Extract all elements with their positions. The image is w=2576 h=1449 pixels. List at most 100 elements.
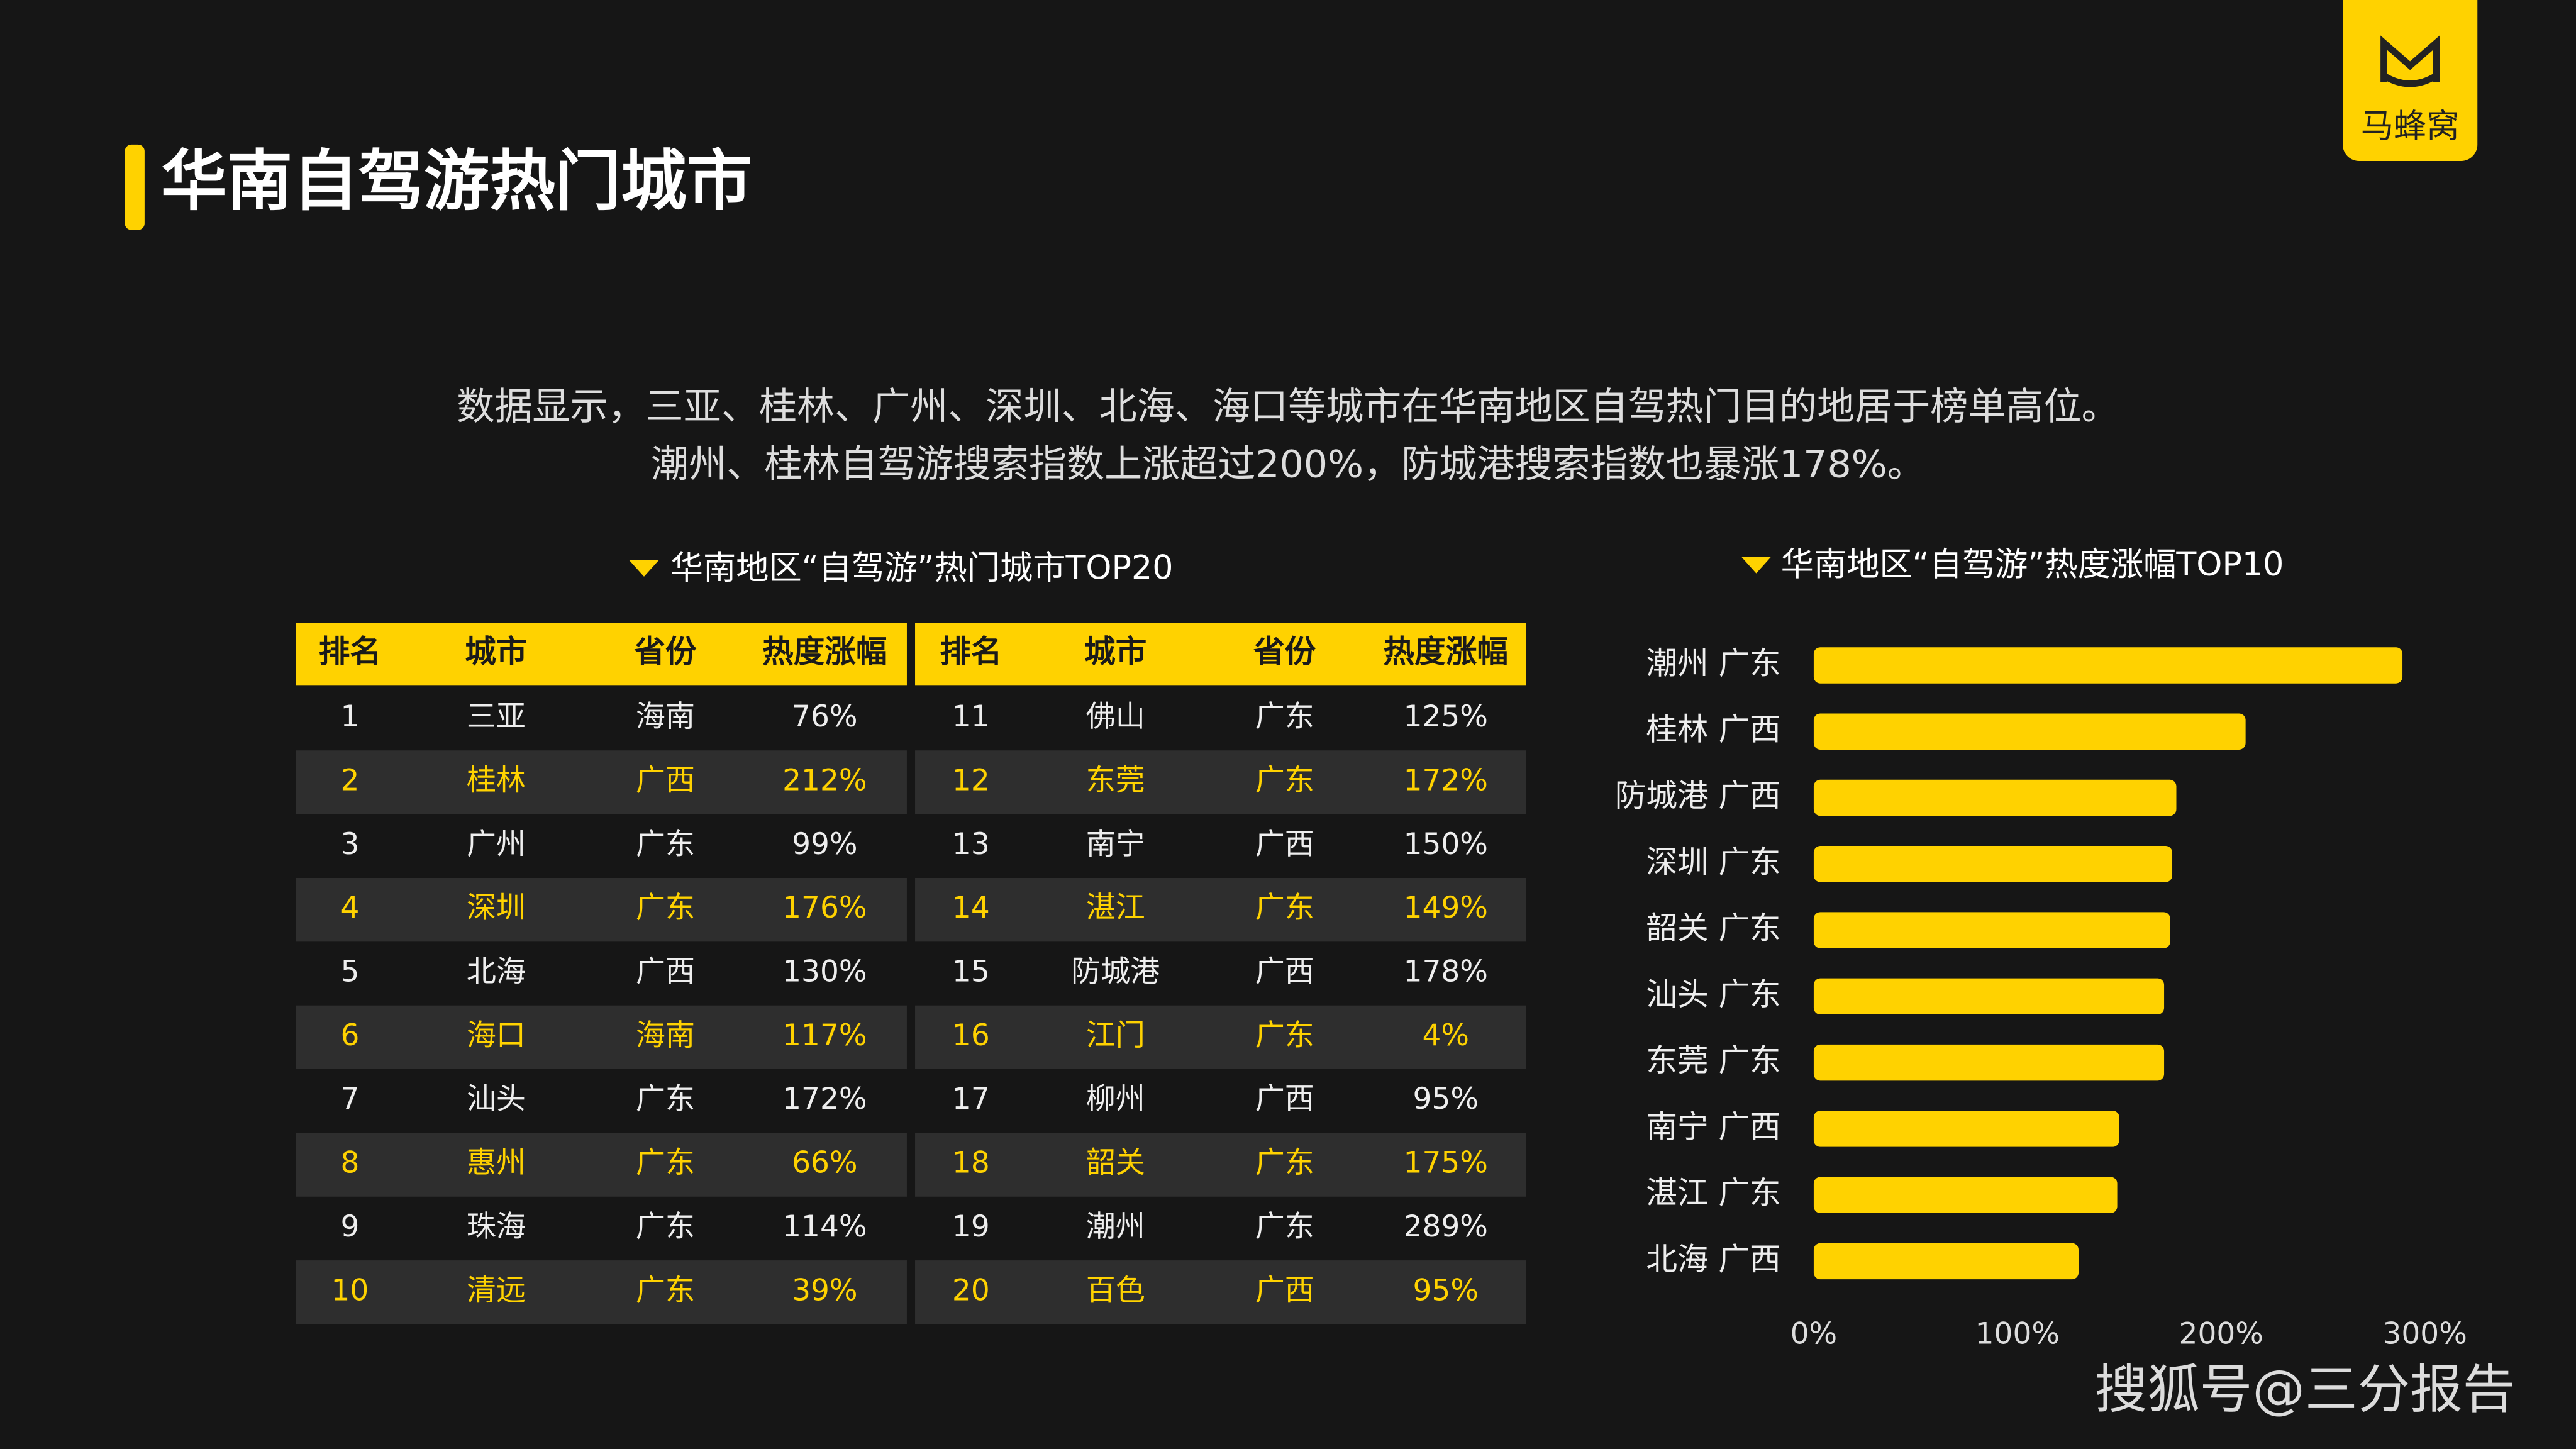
table-cell: 11 xyxy=(952,699,990,734)
table-cell: 172% xyxy=(1404,763,1488,797)
table-cell: 广西 xyxy=(1255,1273,1314,1307)
table-row-bg xyxy=(915,1133,1526,1197)
y-tick-label: 防城港 广西 xyxy=(1615,777,1781,814)
table-cell: 39% xyxy=(792,1273,858,1307)
table-header: 省份 xyxy=(1253,633,1316,670)
table-header: 热度涨幅 xyxy=(1384,633,1509,670)
table-cell: 海口 xyxy=(467,1018,526,1053)
table-header: 城市 xyxy=(1084,633,1146,670)
x-tick-label: 0% xyxy=(1790,1316,1838,1351)
table-cell: 广东 xyxy=(1255,891,1314,925)
table-header-bg xyxy=(296,623,907,686)
bar xyxy=(1813,647,2403,684)
x-tick-label: 200% xyxy=(2179,1316,2263,1351)
table-header: 热度涨幅 xyxy=(762,633,887,670)
table-cell: 289% xyxy=(1404,1209,1488,1244)
table-cell: 广西 xyxy=(1255,827,1314,862)
table-cell: 韶关 xyxy=(1086,1146,1145,1180)
x-tick-label: 100% xyxy=(1975,1316,2060,1351)
table-header: 省份 xyxy=(634,633,697,670)
table-cell: 17 xyxy=(952,1082,990,1116)
table-cell: 5 xyxy=(340,955,359,989)
table-cell: 176% xyxy=(782,891,867,925)
table-cell: 江门 xyxy=(1086,1018,1145,1053)
table-cell: 95% xyxy=(1413,1273,1479,1307)
chart-title: 华南地区“自驾游”热度涨幅TOP10 xyxy=(1781,546,2284,584)
table-cell: 广西 xyxy=(1255,1082,1314,1116)
table-cell: 湛江 xyxy=(1086,891,1145,925)
table-cell: 广东 xyxy=(1255,1209,1314,1244)
table-cell: 百色 xyxy=(1086,1273,1145,1307)
title-marker xyxy=(629,560,659,577)
table-cell: 潮州 xyxy=(1086,1209,1145,1244)
table-cell: 6 xyxy=(340,1018,359,1053)
table-cell: 4 xyxy=(340,891,359,925)
x-tick-label: 300% xyxy=(2382,1316,2467,1351)
table-cell: 深圳 xyxy=(467,891,526,925)
table-cell: 海南 xyxy=(636,699,695,734)
table-cell: 172% xyxy=(782,1082,867,1116)
table-cell: 汕头 xyxy=(467,1082,526,1116)
table-cell: 13 xyxy=(952,827,990,862)
table-cell: 广东 xyxy=(1255,1018,1314,1053)
table-cell: 66% xyxy=(792,1146,858,1180)
table-header-bg xyxy=(915,623,1526,686)
table-cell: 三亚 xyxy=(467,699,526,734)
table-cell: 19 xyxy=(952,1209,990,1244)
bar xyxy=(1813,1044,2165,1081)
table-cell: 广东 xyxy=(636,1209,695,1244)
description: 数据显示，三亚、桂林、广州、深圳、北海、海口等城市在华南地区自驾热门目的地居于榜… xyxy=(457,385,2119,429)
table-cell: 广东 xyxy=(636,1146,695,1180)
bar xyxy=(1813,846,2173,882)
description: 潮州、桂林自驾游搜索指数上涨超过200%，防城港搜索指数也暴涨178%。 xyxy=(651,442,1925,486)
table-cell: 18 xyxy=(952,1146,990,1180)
table-cell: 4% xyxy=(1422,1018,1469,1053)
table-cell: 3 xyxy=(340,827,359,862)
y-tick-label: 东莞 广东 xyxy=(1646,1042,1780,1079)
table-cell: 桂林 xyxy=(467,763,526,797)
table-cell: 114% xyxy=(782,1209,867,1244)
table-cell: 广东 xyxy=(636,1273,695,1307)
table-cell: 99% xyxy=(792,827,858,862)
table-header: 排名 xyxy=(940,633,1002,670)
table-cell: 95% xyxy=(1413,1082,1479,1116)
table-cell: 广西 xyxy=(636,955,695,989)
title-accent xyxy=(125,144,145,230)
y-tick-label: 北海 广西 xyxy=(1646,1241,1780,1277)
table-row-bg xyxy=(296,1005,907,1070)
table-cell: 惠州 xyxy=(467,1146,526,1180)
table-cell: 防城港 xyxy=(1071,955,1160,989)
table-row-bg xyxy=(915,1005,1526,1070)
table-cell: 14 xyxy=(952,891,990,925)
table-cell: 东莞 xyxy=(1086,763,1145,797)
table-title: 华南地区“自驾游”热门城市TOP20 xyxy=(670,549,1174,587)
table-cell: 130% xyxy=(782,955,867,989)
table-cell: 北海 xyxy=(467,955,526,989)
y-tick-label: 汕头 广东 xyxy=(1646,976,1780,1013)
table-cell: 广西 xyxy=(636,763,695,797)
table-cell: 178% xyxy=(1404,955,1488,989)
table-cell: 广西 xyxy=(1255,955,1314,989)
logo-icon xyxy=(2380,35,2440,87)
table-cell: 150% xyxy=(1404,827,1488,862)
y-tick-label: 南宁 广西 xyxy=(1646,1108,1780,1145)
watermark-source: 搜狐号@三分报告 xyxy=(2095,1358,2516,1420)
page-title: 华南自驾游热门城市 xyxy=(161,143,752,219)
bar xyxy=(1813,1111,2119,1147)
table-header: 城市 xyxy=(465,633,527,670)
table-cell: 南宁 xyxy=(1086,827,1145,862)
table-row-bg xyxy=(915,750,1526,814)
bar xyxy=(1813,779,2177,816)
y-tick-label: 湛江 广东 xyxy=(1646,1175,1780,1211)
table-cell: 125% xyxy=(1404,699,1488,734)
table-cell: 12 xyxy=(952,763,990,797)
table-cell: 广东 xyxy=(636,891,695,925)
table-cell: 2 xyxy=(340,763,359,797)
table-cell: 10 xyxy=(331,1273,369,1307)
table-header: 排名 xyxy=(319,633,381,670)
title-marker xyxy=(1741,557,1771,574)
table-cell: 9 xyxy=(340,1209,359,1244)
table-cell: 广东 xyxy=(1255,1146,1314,1180)
bar xyxy=(1813,978,2165,1015)
